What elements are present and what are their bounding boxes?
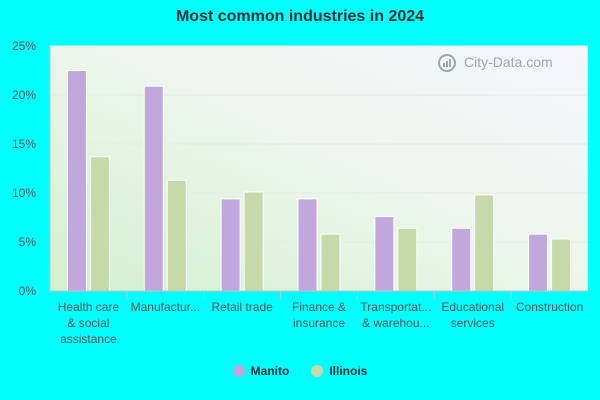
bar-manito[interactable] [220,198,241,292]
x-category-label: Finance & insurance [292,300,346,330]
legend-swatch [311,365,324,377]
bar-manito[interactable] [143,85,164,292]
y-tick-label: 10% [12,186,36,200]
x-category-label: Retail trade [211,300,273,314]
y-tick-label: 0% [19,284,37,298]
x-category-label: Construction [516,300,583,314]
watermark-text: City-Data.com [464,54,553,70]
watermark-icon [438,54,456,72]
legend-item-manito[interactable]: Manito [232,364,290,378]
y-tick-label: 25% [12,39,36,53]
bar-manito[interactable] [528,233,549,292]
bar-illinois[interactable] [320,233,341,292]
x-category-label: Health care & social assistance [58,300,120,346]
legend: Manito Illinois [0,364,600,378]
bar-illinois[interactable] [89,156,110,292]
x-category-label: Transportat... & warehou... [360,300,431,330]
bar-manito[interactable] [374,216,395,292]
legend-swatch [232,365,245,377]
plot-background [50,46,588,291]
bar-illinois[interactable] [243,191,264,292]
watermark: City-Data.com [438,54,553,72]
legend-label: Manito [250,364,290,378]
bar-illinois[interactable] [474,194,495,292]
bar-manito[interactable] [66,70,87,292]
y-tick-label: 20% [12,88,36,102]
bar-illinois[interactable] [397,227,418,292]
y-tick-label: 15% [12,137,36,151]
x-category-label: Educational services [441,300,504,330]
x-category-label: Manufactur... [131,300,200,314]
y-tick-label: 5% [19,235,37,249]
bar-illinois[interactable] [166,179,187,292]
chart-title: Most common industries in 2024 [175,8,425,25]
bar-manito[interactable] [451,227,472,292]
legend-item-illinois[interactable]: Illinois [311,364,367,378]
bar-illinois[interactable] [551,238,572,292]
bar-manito[interactable] [297,198,318,292]
legend-label: Illinois [329,364,368,378]
